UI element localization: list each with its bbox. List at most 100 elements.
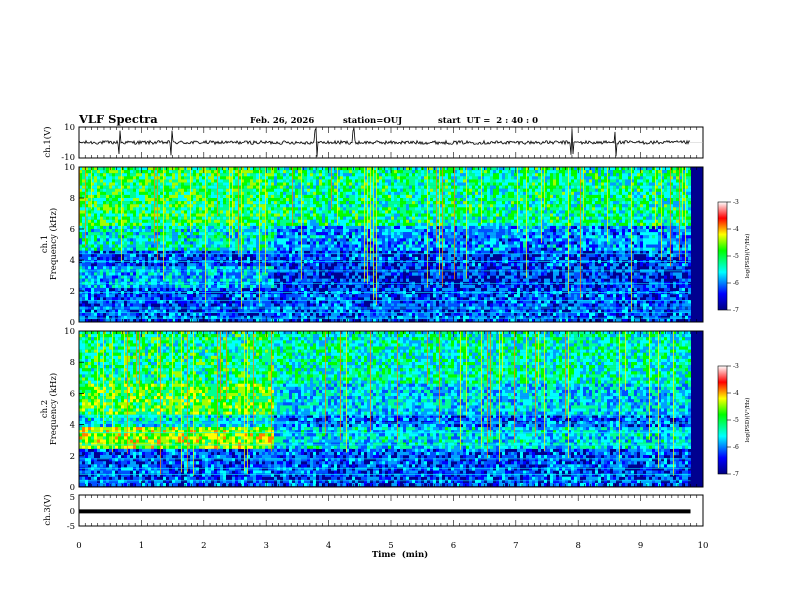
spectrogram-cell — [142, 238, 145, 242]
spectrogram-cell — [205, 272, 208, 276]
spectrogram-cell — [328, 253, 331, 258]
spectrogram-cell — [262, 229, 265, 233]
spectrogram-cell — [253, 272, 256, 276]
spectrogram-cell — [388, 229, 391, 233]
spectrogram-cell — [118, 294, 121, 298]
spectrogram-cell — [97, 213, 100, 217]
spectrogram-cell — [133, 263, 136, 267]
spectrogram-cell — [94, 179, 97, 183]
spectrogram-cell — [166, 275, 169, 279]
sferic-streak — [376, 167, 377, 305]
spectrogram-cell — [247, 229, 250, 233]
spectrogram-cell — [328, 182, 331, 186]
sferic-streak — [85, 167, 86, 247]
spectrogram-cell — [145, 235, 148, 239]
spectrogram-cell — [265, 297, 268, 301]
spectrogram-cell — [172, 275, 175, 279]
spectrogram-cell — [142, 300, 145, 304]
spectrogram-cell — [175, 219, 178, 223]
spectrogram-cell — [196, 213, 199, 217]
start-time-label: start UT = 2 : 40 : 0 — [438, 116, 538, 126]
spectrogram-cell — [217, 191, 220, 196]
spectrogram-cell — [286, 188, 289, 192]
spectrogram-cell — [238, 272, 241, 276]
spectrogram-cell — [91, 185, 94, 189]
spectrogram-cell — [100, 309, 103, 313]
spectrogram-cell — [160, 219, 163, 223]
spectrogram-cell — [109, 170, 112, 174]
spectrogram-cell — [295, 297, 298, 301]
spectrogram-cell — [151, 241, 154, 245]
spectrogram-cell — [253, 173, 256, 177]
spectrogram-cell — [247, 201, 250, 205]
spectrogram-cell — [241, 235, 244, 239]
spectrogram-cell — [175, 213, 178, 217]
spectrogram-cell — [253, 235, 256, 239]
spectrogram-cell — [331, 244, 334, 248]
spectrogram-cell — [133, 253, 136, 258]
spectrogram-cell — [313, 198, 316, 202]
spectrogram-cell — [142, 201, 145, 205]
spectrogram-cell — [280, 210, 283, 214]
spectrogram-cell — [382, 182, 385, 186]
spectrogram-cell — [133, 300, 136, 304]
spectrogram-cell — [136, 244, 139, 248]
spectrogram-cell — [400, 225, 403, 230]
spectrogram-cell — [118, 198, 121, 202]
spectrogram-cell — [106, 238, 109, 242]
spectrogram-cell — [250, 318, 253, 323]
spectrogram-cell — [196, 263, 199, 267]
sferic-streak — [205, 167, 206, 303]
spectrogram-cell — [337, 207, 340, 211]
spectrogram-cell — [274, 312, 277, 316]
spectrogram-cell — [208, 188, 211, 192]
spectrogram-cell — [175, 303, 178, 307]
spectrogram-cell — [145, 232, 148, 236]
spectrogram-cell — [304, 210, 307, 214]
spectrogram-cell — [172, 170, 175, 174]
spectrogram-cell — [271, 204, 274, 208]
spectrogram-cell — [268, 244, 271, 248]
spectrogram-cell — [223, 167, 226, 171]
spectrogram-cell — [151, 222, 154, 227]
spectrogram-cell — [226, 213, 229, 217]
spectrogram-cell — [238, 213, 241, 217]
spectrogram-cell — [388, 241, 391, 245]
spectrogram-cell — [241, 182, 244, 186]
spectrogram-cell — [103, 185, 106, 189]
spectrogram-cell — [409, 207, 412, 211]
spectrogram-cell — [325, 256, 328, 261]
spectrogram-cell — [154, 241, 157, 245]
spectrogram-cell — [229, 225, 232, 230]
spectrogram-cell — [331, 300, 334, 304]
spectrogram-cell — [172, 194, 175, 199]
spectrogram-cell — [406, 201, 409, 205]
spectrogram-cell — [259, 287, 262, 292]
spectrogram-cell — [265, 179, 268, 183]
spectrogram-cell — [181, 213, 184, 217]
spectrogram-cell — [196, 256, 199, 261]
spectrogram-cell — [262, 185, 265, 189]
spectrogram-cell — [181, 188, 184, 192]
spectrogram-cell — [247, 194, 250, 199]
spectrogram-cell — [235, 241, 238, 245]
spectrogram-cell — [394, 235, 397, 239]
spectrogram-cell — [226, 312, 229, 316]
spectrogram-cell — [232, 318, 235, 323]
spectrogram-cell — [199, 185, 202, 189]
spectrogram-cell — [346, 198, 349, 202]
spectrogram-cell — [82, 198, 85, 202]
spectrogram-cell — [328, 198, 331, 202]
spectrogram-cell — [157, 188, 160, 192]
spectrogram-cell — [319, 185, 322, 189]
spectrogram-cell — [169, 247, 172, 251]
spectrogram-cell — [268, 294, 271, 298]
spectrogram-cell — [229, 300, 232, 304]
spectrogram-cell — [124, 204, 127, 208]
spectrogram-cell — [406, 213, 409, 217]
spectrogram-cell — [262, 191, 265, 196]
spectrogram-cell — [97, 204, 100, 208]
spectrogram-cell — [262, 278, 265, 282]
spectrogram-cell — [241, 188, 244, 192]
spectrogram-cell — [388, 191, 391, 196]
